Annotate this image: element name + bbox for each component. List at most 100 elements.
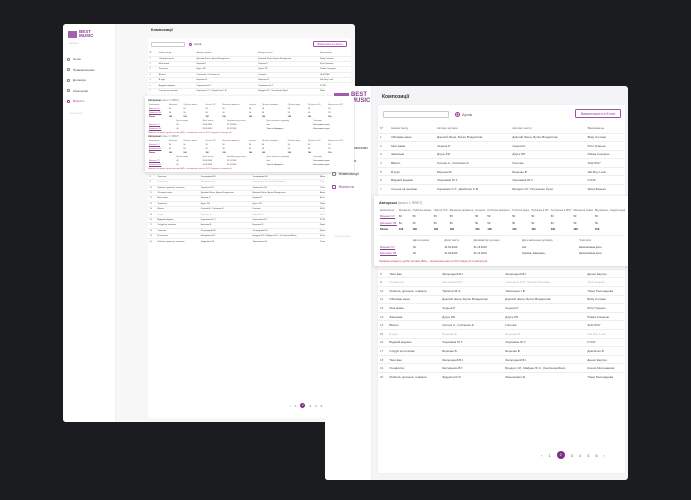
table-row[interactable]: 4 Blanco Ситник А., Собчинко Є. Гилочка SLEY… xyxy=(378,158,625,168)
export-excel-button[interactable]: Вивантажити в Excel xyxy=(313,40,347,47)
sub-header-cell: Публічне викон. xyxy=(183,103,198,106)
author-link[interactable]: Дзюпенко СВ. xyxy=(149,163,162,166)
archive-radio[interactable]: Архів xyxy=(455,111,472,117)
cell-lyrics: Бродин Ч.Р., Майден Ю.С. (Селіченко/Кіно… xyxy=(503,363,586,373)
sidebar-footer: ••••••••••••••• xyxy=(69,112,83,115)
prev-page-icon[interactable]: ‹ xyxy=(541,452,543,458)
sub-header-cell: Механічні xyxy=(398,208,411,212)
page-number[interactable]: 1 xyxy=(294,403,297,408)
author-link[interactable]: Віщенко О.Г. xyxy=(380,215,396,219)
archive-radio[interactable]: Архів xyxy=(189,42,201,46)
cell-lyrics: Березан В. xyxy=(510,166,586,176)
sidebar-item-compositions[interactable]: Композиції xyxy=(332,167,368,180)
author-link[interactable]: Дзюпенко СВ. xyxy=(380,221,397,225)
sidebar-item-contracts[interactable]: Договори xyxy=(67,75,95,86)
author-link[interactable]: Віщенко О.Г. xyxy=(149,107,161,110)
share-value: 50 xyxy=(222,111,225,114)
cell-artist: Idle Boy Look xyxy=(585,329,625,339)
table-row[interactable]: 8 Твоє вже Загородний В.І. Загородний В.І. Д… xyxy=(378,268,625,278)
author-link[interactable]: Дзюпенко СВ. xyxy=(149,111,162,114)
author-link[interactable]: Дзюпенко СВ. xyxy=(149,147,162,150)
author-link[interactable]: Віщенко О.Г. xyxy=(149,123,161,126)
cell-title: Моя мама xyxy=(157,60,195,67)
document-icon xyxy=(67,78,70,82)
contract-cell: 31.03.2016 xyxy=(444,245,458,249)
table-row[interactable]: 3 Закохана Дзусь PD Дзусь PD Рімма Сокорою xyxy=(148,66,351,73)
table-row[interactable]: 20 Любила, кричала, плакала Задунічи Є.Я. З… xyxy=(378,372,625,382)
cell-music: Березан В. xyxy=(195,77,257,83)
page-number[interactable]: 2 xyxy=(556,451,565,459)
page-number[interactable]: 4 xyxy=(578,452,582,458)
sidebar-item-logout[interactable]: Вихести xyxy=(332,180,368,193)
table-row[interactable]: 18 Твоє вже Загородний В.І. Загородний В.І.… xyxy=(378,354,625,364)
author-link[interactable]: Віщенко О.Г. xyxy=(380,245,396,249)
table-row[interactable]: 7 Сльоза за пеліпаю Корнієнко О.Т., Дзюбет… xyxy=(148,87,351,94)
search-input[interactable] xyxy=(151,41,185,47)
share-value: 100 xyxy=(222,115,226,118)
expanded-details: Авторські (всьої 1 ЯВЕТ) Композитор Механ… xyxy=(145,95,354,172)
cell-title: Сльоза за пеліпаю xyxy=(389,184,436,194)
page-number[interactable]: 1 xyxy=(548,452,551,458)
table-row[interactable]: 10 Любила, кричала, плакала Тремітко В.О. Т… xyxy=(378,286,625,296)
table-row[interactable]: 11 Обнимає мене Дзюпий Женя, Булко Владисл… xyxy=(378,294,625,304)
page-number[interactable]: 3 xyxy=(570,452,573,458)
author-link[interactable]: Дзюпенко СВ. xyxy=(149,127,162,130)
table-row[interactable]: 3 Закохана Дзусь PD Дзусь PD Рімма Сокорою xyxy=(378,149,625,159)
cell-artist: Юля Гринько xyxy=(318,60,351,67)
next-page-icon[interactable]: › xyxy=(603,452,605,458)
cell-lyrics: Загородний В.І. xyxy=(503,354,586,364)
table-row[interactable]: 16 Відкрий видимо Харламов Ю.Т. Харламов Ю.… xyxy=(378,337,625,347)
share-value: 100 xyxy=(183,151,187,154)
cell-artist: Денис Карпун xyxy=(585,268,625,278)
cell-title: Твоє вже xyxy=(155,227,200,234)
cell-title: Відкрий видимо xyxy=(157,82,195,89)
cell-n: 19 xyxy=(378,363,388,373)
author-link[interactable]: Дзюпенко СВ. xyxy=(380,252,397,256)
share-value: 50 xyxy=(183,143,186,146)
table-row[interactable]: 19 Я навсілях Шигуменко В.Г. Бродин Ч.Р., М… xyxy=(378,363,625,373)
contract-cell: Україна, Американ... xyxy=(522,252,547,256)
sub-header-cell: Публічне в Фіт xyxy=(307,139,321,142)
table-row[interactable]: 20 Любила, кричала, плакала Задунічи Є.Я. З… xyxy=(148,238,351,245)
contract-row: Дзюпенко СВ. 40 31.03.2016 31.12.2019 Україн… xyxy=(148,163,351,167)
table-row[interactable]: 6 Відкрий видимо Харламов Ю.Т. Харламов Ю.Т… xyxy=(148,82,351,89)
page-number[interactable]: 4 xyxy=(314,403,317,408)
table-row[interactable]: 2 Моя мама Чернов Р. Чернов Р. Юля Гринько xyxy=(378,141,625,151)
share-value: 100 xyxy=(398,228,404,232)
page-number[interactable]: 5 xyxy=(587,452,590,458)
table-row[interactable]: 6 Відкрий видимо Харламов Ю.Т. Харламов Ю.Т… xyxy=(378,175,625,185)
table-row[interactable]: 1 Обнимає мене Дзюпий Женя, Булко Владисла… xyxy=(378,132,625,142)
search-input[interactable] xyxy=(383,110,449,118)
table-row[interactable]: 7 Сльоза за пеліпаю Корнієнко О.Т., Дзюбет… xyxy=(378,184,625,194)
author-link[interactable]: Віщенко О.Г. xyxy=(149,159,161,162)
table-row[interactable]: 4 Blanco Ситник А., Собчинко Є. Гилочка SLEY… xyxy=(148,71,351,78)
contract-cell: 31.03.2016 xyxy=(202,127,213,130)
author-link[interactable]: Віщенко О.Г. xyxy=(149,143,161,146)
sidebar-item-logout[interactable]: Вихести xyxy=(67,96,95,107)
prev-page-icon[interactable]: ‹ xyxy=(289,403,291,408)
sub-header-cell: Механічні xyxy=(168,103,178,106)
sidebar-item-rightsholders[interactable]: Правовласники xyxy=(67,65,95,76)
page-number[interactable]: 6 xyxy=(595,452,598,458)
export-excel-button[interactable]: Вивантажити в Excel xyxy=(575,109,621,118)
cell-artist: Idle Boy Look xyxy=(585,166,625,176)
cell-title: Твоє вже xyxy=(387,354,441,364)
table-row[interactable]: 1 Обнимає мене Дзюпий Женя, Булко Владисла… xyxy=(148,55,351,62)
sidebar-item-home[interactable]: Home xyxy=(67,54,95,65)
table-row[interactable]: 2 Моя мама Чернов Р. Чернов Р. Юля Гринько xyxy=(148,60,351,67)
sidebar-item-compositions[interactable]: Композиції xyxy=(67,86,95,97)
page-number[interactable]: 3 xyxy=(309,403,311,408)
page-number[interactable]: 5 xyxy=(320,403,323,408)
compositions-table-continued: 8 Твоє вже Загородний В.І. Загородний В.І. Д… xyxy=(148,173,351,245)
page-number[interactable]: 2 xyxy=(300,403,306,408)
